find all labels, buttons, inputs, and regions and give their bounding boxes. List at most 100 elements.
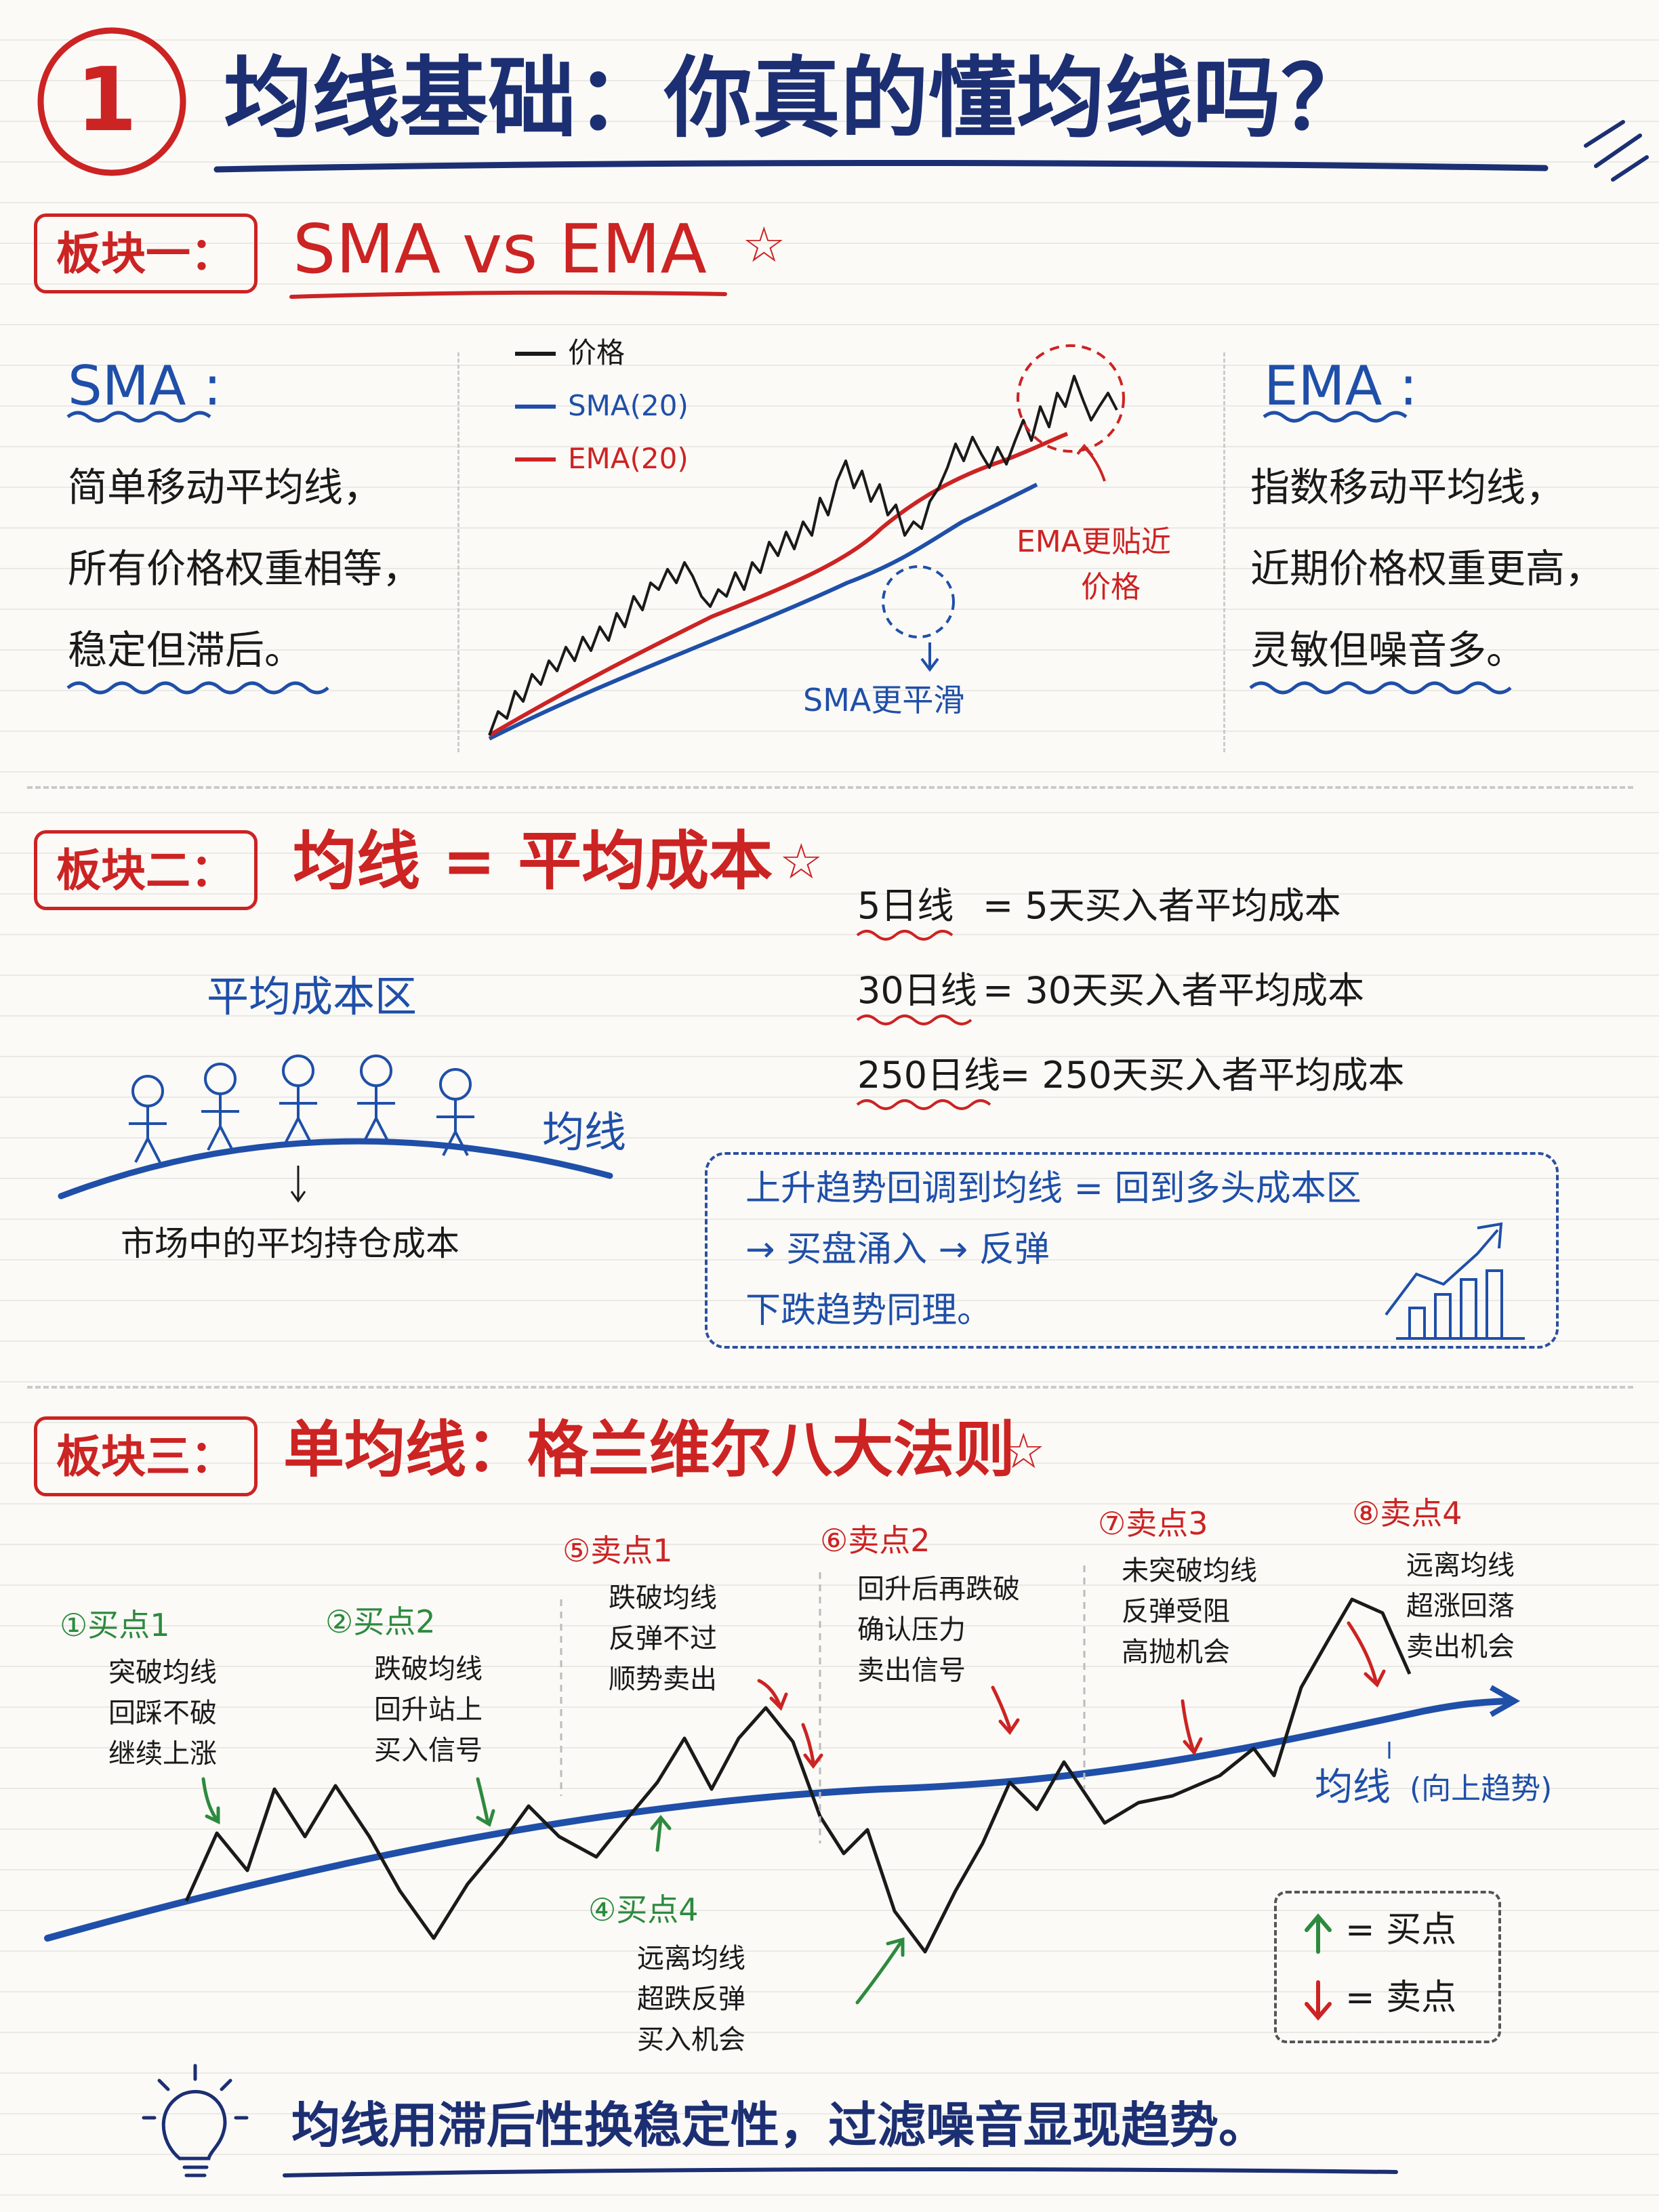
star-icon: ☆ xyxy=(779,833,823,890)
eq1-left: 5日线 xyxy=(857,884,954,927)
rule2-line: 跌破均线 xyxy=(374,1654,483,1685)
sma-line-3: 稳定但滞后。 xyxy=(68,627,304,673)
star-icon: ☆ xyxy=(1002,1422,1046,1479)
section1-badge: 板块一： xyxy=(34,213,258,293)
sell-arrows xyxy=(757,1621,1386,1769)
rule1-title: ①买点1 xyxy=(60,1607,170,1643)
section3-title: 单均线：格兰维尔八大法则 xyxy=(283,1414,1015,1486)
ema-highlight-circle xyxy=(1017,344,1125,453)
sma-curve xyxy=(488,483,1038,741)
rule5-line: 顺势卖出 xyxy=(609,1664,717,1695)
people-icon xyxy=(129,1054,474,1163)
granville-price-line xyxy=(184,1597,1412,1954)
rule8-line: 远离均线 xyxy=(1406,1550,1515,1581)
rule7-line: 高抛机会 xyxy=(1122,1637,1230,1668)
divider-left xyxy=(457,352,459,752)
header-underline xyxy=(213,159,1549,173)
section1-title-underline xyxy=(289,290,727,299)
sma-line-1: 简单移动平均线， xyxy=(68,464,383,510)
section-divider-1 xyxy=(27,786,1633,789)
section-divider-2 xyxy=(27,1386,1633,1389)
rule6-line: 确认压力 xyxy=(857,1614,966,1645)
rule1-line: 回踩不破 xyxy=(108,1698,217,1729)
box-line-2: → 买盘涌入 → 反弹 xyxy=(745,1229,1050,1270)
rule6-line: 回升后再跌破 xyxy=(857,1574,1020,1605)
ema-curve xyxy=(488,432,1069,737)
rule7-title: ⑦卖点3 xyxy=(1098,1505,1208,1542)
granville-ma-line xyxy=(44,1698,1511,1942)
rule6-title: ⑥卖点2 xyxy=(820,1522,930,1559)
ma-label: 均线 xyxy=(542,1107,627,1157)
ema-heading: EMA : xyxy=(1264,354,1418,417)
bar-chart-icon xyxy=(1385,1222,1525,1340)
eq2-left: 30日线 xyxy=(857,969,977,1012)
ema-heading-underline xyxy=(1263,411,1408,423)
rule5-line: 跌破均线 xyxy=(609,1582,717,1614)
eq1-right: = 5天买入者平均成本 xyxy=(983,884,1341,927)
rule2-line: 回升站上 xyxy=(374,1694,483,1725)
rule1-line: 继续上涨 xyxy=(108,1738,217,1769)
ema-line-2: 近期价格权重更高， xyxy=(1250,546,1605,592)
rule2-line: 买入信号 xyxy=(374,1735,483,1766)
page-title: 均线基础：你真的懂均线吗？ xyxy=(224,47,1370,150)
cost-zone-label: 平均成本区 xyxy=(207,972,417,1021)
rule4-line: 超跌反弹 xyxy=(637,1984,745,2015)
hatch-icon xyxy=(1584,120,1649,182)
rule2-title: ②买点2 xyxy=(325,1603,436,1640)
rule7-line: 反弹受阻 xyxy=(1122,1596,1230,1627)
header-number-circle xyxy=(37,27,186,176)
moving-average-arc xyxy=(58,1138,613,1200)
buy-sell-legend xyxy=(1274,1891,1501,2043)
box-line-1: 上升趋势回调到均线 = 回到多头成本区 xyxy=(745,1168,1361,1209)
price-line xyxy=(488,375,1118,736)
ema-note-line-1: EMA更贴近 xyxy=(1017,525,1171,559)
eq2-underline xyxy=(856,1015,972,1025)
ema-line-1: 指数移动平均线， xyxy=(1250,464,1565,510)
section2-title: 均线 = 平均成本 xyxy=(293,825,773,899)
rule4-line: 远离均线 xyxy=(637,1943,745,1974)
rule7-line: 未突破均线 xyxy=(1122,1555,1257,1586)
section2-badge: 板块二： xyxy=(34,830,258,910)
eq1-underline xyxy=(856,930,954,941)
box-line-3: 下跌趋势同理。 xyxy=(745,1290,993,1331)
rule5-line: 反弹不过 xyxy=(609,1623,717,1654)
ema-note-arrow xyxy=(1083,446,1106,482)
sma-line-2: 所有价格权重相等， xyxy=(68,546,422,592)
sma-heading: SMA : xyxy=(68,354,222,417)
ema-note-line-2: 价格 xyxy=(1081,570,1141,605)
rule4-line: 买入机会 xyxy=(637,2024,745,2055)
footer-summary: 均线用滞后性换稳定性，过滤噪音显现趋势。 xyxy=(291,2097,1268,2154)
granville-ma-note: (向上趋势) xyxy=(1410,1771,1553,1806)
legend-buy: = 买点 xyxy=(1345,1910,1457,1950)
trend-pullback-box xyxy=(705,1152,1559,1349)
sma-highlight-circle xyxy=(882,565,955,638)
section3-badge: 板块三： xyxy=(34,1416,258,1496)
footer-underline xyxy=(283,2167,1398,2177)
legend-price: 价格 xyxy=(568,336,626,369)
eq2-right: = 30天买入者平均成本 xyxy=(983,969,1365,1012)
sma-text-underline xyxy=(66,681,329,695)
rule6-line: 卖出信号 xyxy=(857,1655,966,1686)
ema-line-3: 灵敏但噪音多。 xyxy=(1250,627,1526,673)
eq3-left: 250日线 xyxy=(857,1054,1001,1097)
rule4-title: ④买点4 xyxy=(588,1891,699,1928)
rule5-title: ⑤卖点1 xyxy=(562,1532,673,1569)
legend-sma: SMA(20) xyxy=(568,389,689,422)
buy-arrows xyxy=(201,1777,905,2005)
section1-title: SMA vs EMA xyxy=(293,209,707,289)
granville-ma-label: 均线 xyxy=(1315,1765,1391,1809)
market-cost-label: 市场中的平均持仓成本 xyxy=(121,1224,459,1263)
sma-note: SMA更平滑 xyxy=(803,682,965,718)
eq3-underline xyxy=(856,1099,991,1110)
lightbulb-icon xyxy=(142,2064,249,2177)
rule1-line: 突破均线 xyxy=(108,1657,217,1688)
sma-heading-underline xyxy=(66,411,211,423)
header-number: 1 xyxy=(76,48,138,151)
star-icon: ☆ xyxy=(742,216,786,273)
eq3-right: = 250天买入者平均成本 xyxy=(1000,1054,1405,1097)
rule8-line: 卖出机会 xyxy=(1406,1631,1515,1662)
rule8-line: 超涨回落 xyxy=(1406,1591,1515,1622)
rule8-title: ⑧卖点4 xyxy=(1352,1495,1462,1532)
